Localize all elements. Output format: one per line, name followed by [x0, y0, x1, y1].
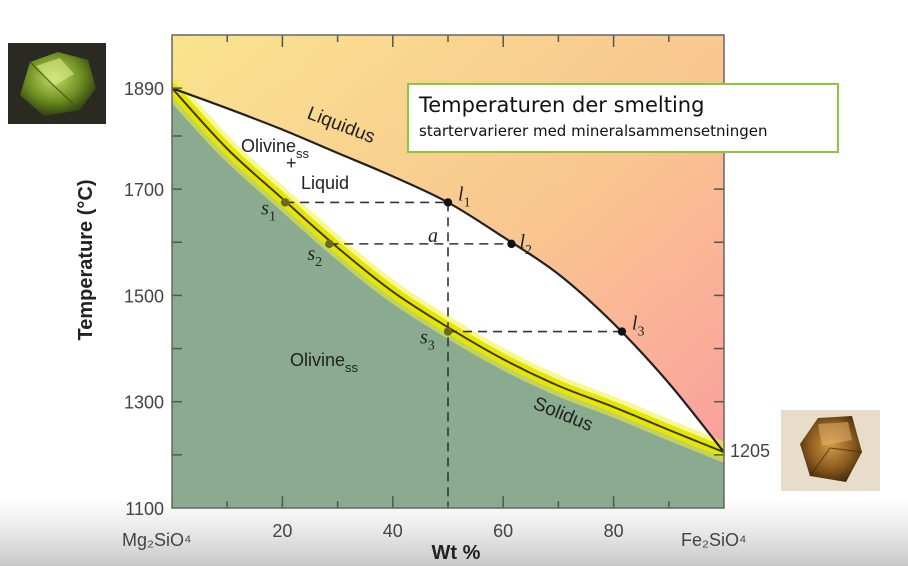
point-l2	[507, 239, 516, 249]
y-axis-title: Temperature (°C)	[75, 180, 97, 341]
solidus-curve	[172, 87, 724, 454]
solid-region-label: Oliviness	[290, 350, 359, 375]
point-l3	[617, 327, 627, 336]
point-s2	[325, 239, 334, 249]
point-label-l2: l2	[519, 231, 532, 258]
plot-frame	[171, 34, 725, 509]
point-label-s3: s3	[420, 327, 435, 354]
liquidus-curve	[172, 87, 724, 453]
y-tick-label: 1500	[124, 286, 164, 306]
point-label-s1: s1	[261, 197, 276, 224]
point-s1	[280, 198, 290, 207]
tie-lines	[285, 201, 622, 508]
two-phase-liquid: Liquid	[301, 173, 349, 193]
olivine-crystal-brown-image	[781, 410, 880, 491]
point-labels: l1 l2 l3 s1 s2 s3 a	[261, 183, 644, 353]
explanation-callout: Temperaturen der smelting startervariere…	[407, 83, 839, 153]
callout-title: Temperaturen der smelting	[419, 93, 705, 117]
right-endpoint-temp: 1205	[730, 441, 770, 461]
tick-marks	[172, 35, 724, 508]
x-left-end-label: Mg₂SiO₄	[122, 525, 191, 550]
y-tick-labels: 1890 1700 1500 1300 1100	[124, 79, 164, 519]
x-tick-label: 80	[604, 521, 624, 541]
y-tick-label: 1890	[124, 79, 164, 99]
points	[280, 198, 627, 336]
point-label-l3: l3	[632, 313, 645, 340]
x-tick-label: 60	[493, 521, 513, 541]
y-tick-label: 1300	[124, 393, 164, 413]
point-label-s2: s2	[307, 243, 322, 270]
point-l1	[443, 198, 453, 207]
two-phase-plus: +	[286, 153, 297, 173]
point-label-a: a	[428, 225, 438, 247]
olivine-crystal-green-image	[8, 43, 106, 124]
x-axis-title: Wt %	[432, 542, 481, 564]
point-s3	[443, 327, 453, 336]
x-tick-label: 20	[272, 521, 292, 541]
x-right-end-label: Fe₂SiO₄	[681, 525, 746, 550]
y-tick-label: 1100	[125, 499, 164, 519]
x-tick-label: 40	[383, 521, 403, 541]
two-phase-label: Oliviness	[241, 136, 310, 161]
y-tick-label: 1700	[124, 180, 164, 200]
point-label-l1: l1	[458, 183, 471, 210]
callout-subtitle: startervarierer med mineralsammensetning…	[419, 122, 768, 140]
x-tick-labels: 20 40 60 80	[272, 521, 623, 541]
